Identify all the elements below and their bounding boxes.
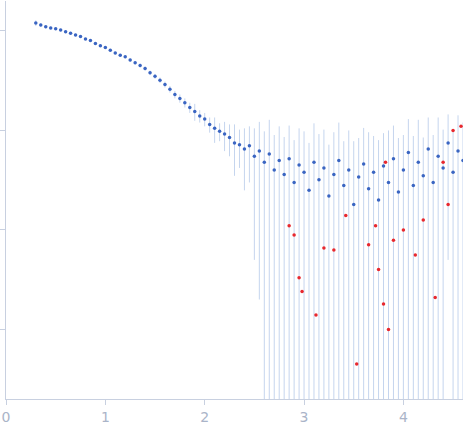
svg-text:0: 0 xyxy=(2,409,11,425)
svg-text:4: 4 xyxy=(399,409,408,425)
svg-text:1: 1 xyxy=(101,409,110,425)
svg-text:2: 2 xyxy=(200,409,209,425)
svg-text:3: 3 xyxy=(300,409,309,425)
